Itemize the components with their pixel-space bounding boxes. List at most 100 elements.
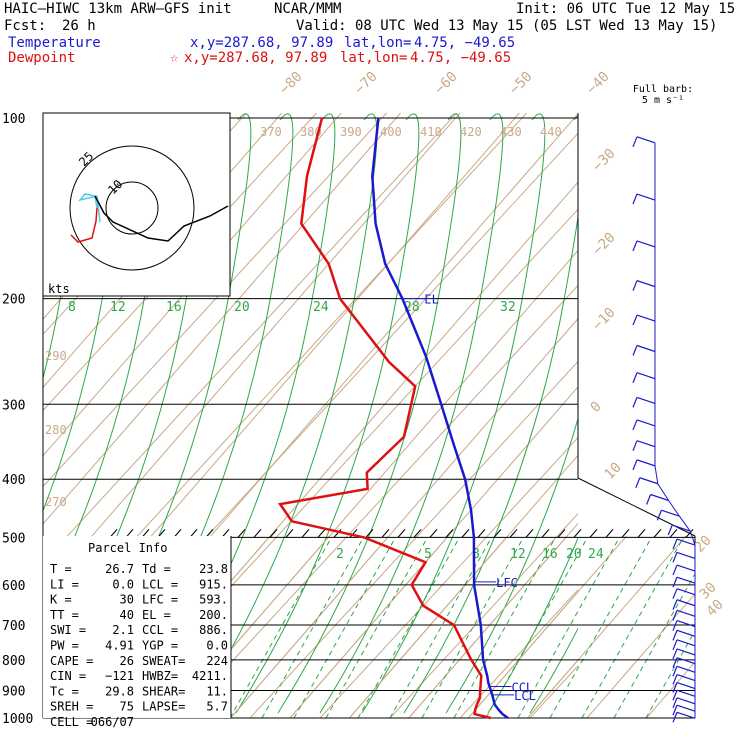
- wind-barb-shaft: [636, 314, 656, 322]
- hatch-mark: [237, 529, 246, 538]
- parcel-value-left: 40: [120, 608, 134, 622]
- pressure-tick-label: 300: [2, 398, 25, 413]
- wind-barb-shaft: [676, 689, 696, 697]
- level-label: CCL: [511, 680, 533, 694]
- theta-label-left: 270: [45, 495, 67, 509]
- theta-label: 410: [420, 125, 442, 139]
- hodograph-ring-outer: [69, 145, 195, 271]
- isotherm-line: [526, 659, 578, 718]
- hatch-mark: [493, 529, 502, 538]
- isotherm-line: [229, 317, 578, 718]
- wind-barb-flag: [656, 509, 662, 521]
- moist-adiabat-label: 8: [68, 300, 76, 315]
- mixing-ratio-label: 2: [336, 547, 344, 562]
- parcel-value-left: −121: [105, 669, 134, 683]
- dewpoint-legend: Dewpoint: [8, 50, 76, 66]
- isotherm-label: −50: [507, 69, 536, 98]
- isotherm-label: −80: [277, 69, 306, 98]
- dry-adiabat-line: [319, 436, 578, 718]
- parcel-key-right: Td =: [142, 562, 171, 576]
- pressure-tick-label: 800: [2, 654, 25, 669]
- isotherm-line: [348, 454, 578, 718]
- wind-barb-shaft: [676, 697, 696, 705]
- parcel-key-left: CAPE =: [50, 654, 93, 668]
- parcel-value-right: 224: [206, 654, 228, 668]
- isotherm-label: 10: [602, 460, 625, 483]
- wind-barb-shaft: [676, 576, 696, 584]
- hatch-mark: [413, 529, 422, 538]
- mixing-ratio-line: [645, 629, 695, 718]
- mixing-ratio-line: [581, 539, 683, 718]
- wind-barb-flag: [667, 524, 673, 536]
- wind-barb-flag: [672, 657, 678, 668]
- isotherm-label: −30: [590, 146, 619, 175]
- wind-barb-shaft: [636, 240, 656, 248]
- mixing-ratio-line: [549, 539, 651, 718]
- sounding-temperature-line: [371, 117, 509, 720]
- parcel-key-right: SWEAT=: [142, 654, 185, 668]
- wind-barb-flag: [672, 576, 678, 588]
- temperature-legend: Temperature: [8, 35, 101, 51]
- parcel-value-right: 593.: [199, 593, 228, 607]
- parcel-value-right: 23.8: [199, 562, 228, 576]
- isotherm-line-lower: [170, 536, 331, 718]
- parcel-value-right: 886.: [199, 623, 228, 637]
- parcel-key-left: PW =: [50, 639, 79, 653]
- level-label: LFC: [496, 576, 518, 590]
- dewpoint-star-icon: ☆: [170, 50, 179, 66]
- moist-adiabat-label: 24: [313, 300, 329, 315]
- dry-adiabat-line: [179, 284, 578, 718]
- wind-barb-shaft: [676, 704, 696, 712]
- isotherm-line-lower: [348, 536, 509, 718]
- wind-barb-shaft: [636, 344, 656, 353]
- parcel-value-right: 0.0: [206, 639, 228, 653]
- moist-adiabat-line: [445, 416, 578, 714]
- moist-adiabat-label: 16: [166, 300, 182, 315]
- theta-label-left: 280: [45, 423, 67, 437]
- parcel-key-right: LFC =: [142, 593, 178, 607]
- moist-adiabat-line: [277, 113, 462, 714]
- mixing-ratio-label: 8: [472, 547, 480, 562]
- mixing-ratio-label: 20: [566, 547, 582, 562]
- isotherm-line: [43, 113, 342, 457]
- wind-barb-flag: [632, 240, 638, 252]
- wind-barb-shaft: [636, 372, 656, 380]
- parcel-key-right: LCL =: [142, 577, 178, 591]
- hatch-mark: [333, 529, 342, 538]
- wind-barb-flag: [672, 639, 678, 651]
- parcel-value-left: 26: [120, 654, 134, 668]
- wind-barb-shaft: [636, 280, 656, 288]
- parcel-value-right: 4211.: [192, 669, 228, 683]
- parcel-value-left: 4.91: [105, 639, 134, 653]
- hatch-mark: [429, 529, 438, 538]
- isotherm-line-lower: [645, 661, 695, 718]
- wind-barb-flag: [672, 630, 678, 641]
- mixing-ratio-line: [325, 539, 427, 718]
- hatch-mark: [477, 529, 486, 538]
- pressure-tick-label: 400: [2, 473, 25, 488]
- pressure-tick-label: 900: [2, 685, 25, 700]
- hatch-mark: [349, 529, 358, 538]
- wind-barb-shaft: [676, 538, 696, 546]
- parcel-key-left: T =: [50, 562, 72, 576]
- mixing-ratio-line: [485, 539, 587, 718]
- wind-barb-shaft: [636, 419, 656, 427]
- isotherm-line: [43, 113, 402, 525]
- hatch-mark: [509, 529, 518, 538]
- init-time: Init: 06 UTC Tue 12 May 15: [516, 1, 736, 17]
- wind-barb-flag: [672, 599, 678, 610]
- isotherm-line-lower: [229, 536, 390, 718]
- isotherm-label: −20: [590, 230, 619, 259]
- hatch-mark: [381, 529, 390, 538]
- wind-barb-flag: [632, 419, 638, 431]
- sounding-dewpoint-line: [277, 117, 492, 720]
- parcel-key-left: CELL =: [50, 715, 93, 729]
- wind-barb-flag: [632, 440, 638, 451]
- fcst-label: Fcst:: [4, 18, 47, 34]
- valid-time: Valid: 08 UTC Wed 13 May 15 (05 LST Wed …: [296, 18, 718, 34]
- moist-adiabat-label: 20: [234, 300, 250, 315]
- level-label: EL: [424, 293, 438, 307]
- dry-adiabat-line: [389, 512, 578, 718]
- parcel-key-right: HWBZ=: [142, 669, 178, 683]
